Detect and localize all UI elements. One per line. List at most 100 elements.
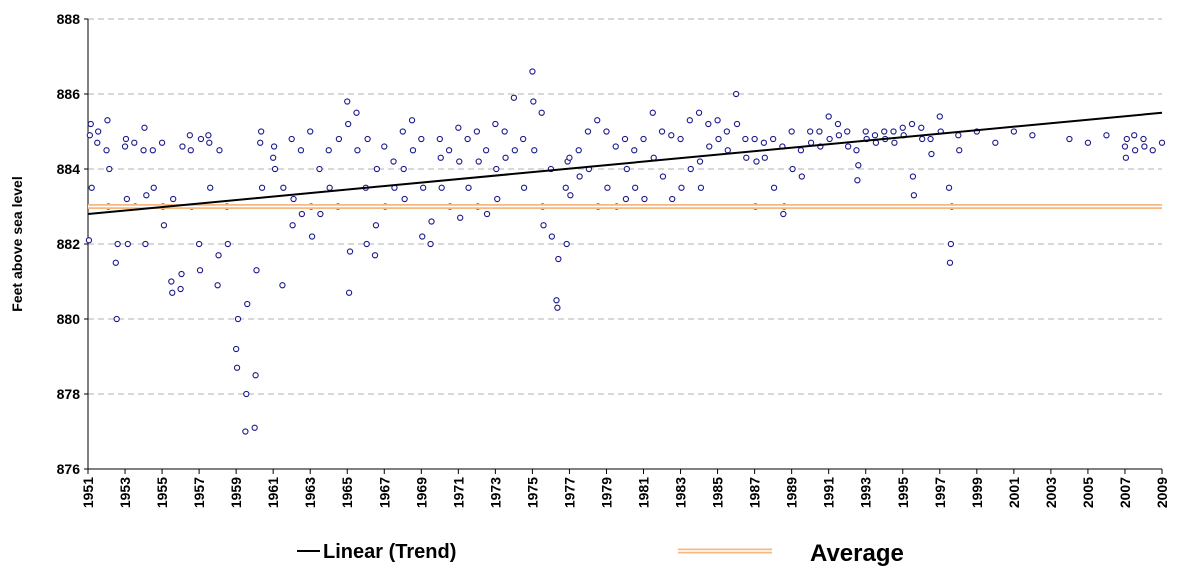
data-point — [445, 147, 453, 154]
data-point — [257, 139, 264, 146]
data-point — [871, 132, 879, 139]
data-point — [575, 147, 582, 154]
data-point — [494, 195, 501, 203]
data-point — [457, 214, 464, 221]
data-point — [372, 222, 380, 229]
data-point — [604, 184, 611, 191]
data-point — [297, 147, 305, 154]
data-point — [141, 124, 148, 131]
data-point — [769, 135, 777, 143]
x-tick-label: 1953 — [117, 477, 133, 508]
data-point — [844, 143, 852, 150]
data-point — [1103, 132, 1110, 139]
data-point — [290, 195, 297, 203]
x-tick-label: 2001 — [1006, 477, 1022, 508]
data-point — [567, 192, 574, 199]
data-point — [695, 109, 703, 116]
data-point — [142, 240, 149, 248]
data-point — [307, 128, 314, 135]
data-point — [853, 147, 860, 154]
data-point — [178, 270, 185, 278]
data-point — [612, 143, 619, 150]
data-point — [826, 135, 833, 143]
y-tick-label: 888 — [57, 11, 81, 27]
data-point — [553, 297, 560, 304]
data-point — [632, 184, 639, 191]
data-point — [770, 184, 778, 191]
data-point — [531, 147, 538, 154]
data-point — [854, 177, 861, 184]
data-point — [927, 135, 934, 143]
data-point — [399, 128, 406, 135]
data-point — [1066, 135, 1073, 143]
data-point — [834, 120, 842, 128]
data-point — [1122, 154, 1130, 161]
data-point — [86, 132, 94, 139]
data-point — [908, 120, 916, 128]
data-point — [401, 195, 408, 203]
data-point — [566, 154, 573, 161]
data-point — [992, 139, 999, 146]
data-point — [465, 184, 472, 191]
data-point — [408, 117, 416, 124]
x-tick-label: 2005 — [1080, 477, 1096, 508]
data-point — [492, 120, 499, 128]
data-point — [548, 233, 556, 240]
data-point — [788, 128, 795, 135]
x-tick-label: 1967 — [376, 477, 392, 508]
data-point — [456, 158, 463, 165]
data-point — [88, 184, 95, 191]
data-point — [371, 252, 379, 259]
data-point — [1141, 143, 1148, 150]
x-tick-label: 1951 — [80, 477, 96, 508]
data-point — [420, 184, 427, 191]
data-point — [326, 184, 333, 191]
data-point — [936, 113, 943, 120]
data-point — [335, 135, 343, 143]
data-point — [346, 248, 354, 255]
data-point — [427, 240, 434, 248]
data-point — [668, 132, 675, 139]
data-point — [723, 128, 730, 135]
x-tick-label: 1957 — [191, 477, 207, 508]
data-point — [280, 184, 287, 191]
data-point — [520, 184, 528, 191]
data-point — [732, 90, 740, 98]
x-tick-label: 1955 — [154, 477, 170, 508]
data-point — [123, 195, 131, 203]
data-point — [242, 428, 249, 435]
data-point — [344, 98, 351, 105]
data-point — [124, 240, 131, 248]
data-point — [686, 117, 693, 124]
data-point — [168, 278, 175, 285]
data-point — [891, 139, 898, 146]
data-point — [131, 139, 138, 146]
data-point — [798, 173, 805, 180]
data-point — [288, 135, 295, 143]
data-point — [881, 128, 888, 135]
x-tick-label: 1989 — [784, 477, 800, 508]
data-point — [789, 165, 796, 173]
data-point — [1140, 135, 1147, 143]
data-point — [622, 195, 630, 203]
data-point — [160, 222, 168, 229]
data-point — [918, 124, 925, 131]
data-point — [150, 184, 157, 191]
data-point — [576, 173, 583, 180]
legend-label: Average — [810, 540, 904, 567]
data-point — [946, 259, 954, 266]
data-point — [381, 143, 388, 150]
data-point — [197, 135, 205, 143]
data-point — [224, 240, 231, 248]
data-point — [140, 147, 147, 154]
data-point — [529, 68, 536, 75]
data-point — [289, 222, 296, 229]
data-point — [1010, 128, 1018, 135]
data-point — [807, 128, 814, 135]
data-point — [816, 128, 823, 135]
data-point — [482, 147, 490, 154]
data-point — [419, 233, 426, 240]
data-point — [373, 165, 381, 173]
data-point — [473, 128, 481, 135]
data-point — [502, 154, 509, 161]
